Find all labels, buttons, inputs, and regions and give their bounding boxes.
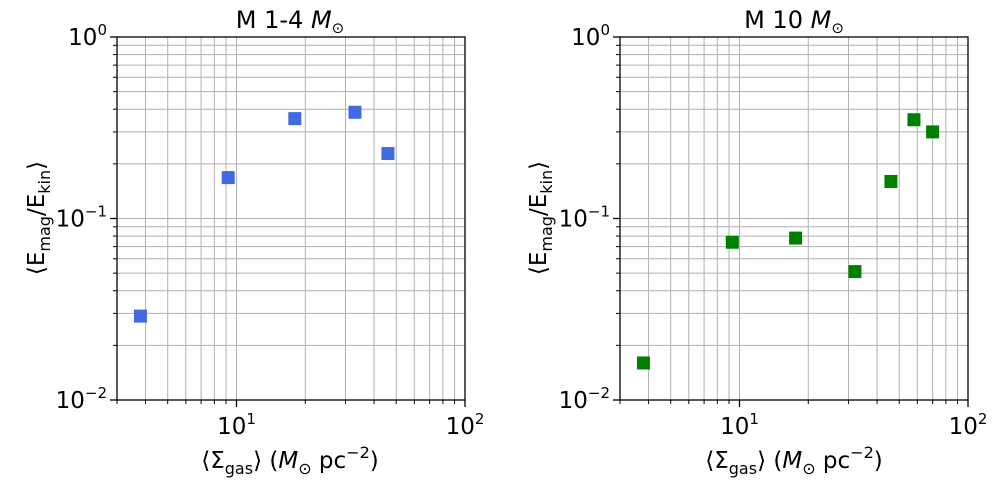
x-tick-label: 101 [720, 410, 759, 440]
y-tick-label: 10−1 [56, 203, 107, 233]
x-tick-label: 102 [949, 410, 988, 440]
y-tick-label: 100 [571, 21, 610, 51]
data-points [133, 105, 395, 323]
data-point [884, 174, 898, 188]
data-point [288, 112, 302, 126]
axis-ticks: 101 102 10−2 10−1 100 [559, 21, 988, 440]
axis-ticks: 101 102 10−2 10−1 100 [56, 21, 485, 440]
data-points [636, 113, 940, 370]
data-point [348, 105, 362, 119]
x-tick-label: 102 [446, 410, 485, 440]
data-point [636, 356, 650, 370]
x-axis-label: ⟨Σgas⟩ (M⊙ pc−2) [705, 443, 882, 478]
data-point [381, 147, 395, 161]
data-point [725, 235, 739, 249]
data-point [221, 171, 235, 185]
chart-panel-left: M 1-4 M⊙ 101 102 10−2 10−1 100 ⟨Σgas⟩ (M⊙ pc… [24, 6, 484, 478]
y-axis-label: ⟨Emag/Ekin⟩ [24, 161, 54, 275]
data-point [848, 265, 862, 279]
data-point [907, 113, 921, 127]
chart-title: M 1-4 M⊙ [236, 6, 344, 37]
chart-panel-right: M 10 M⊙ 101 102 10−2 10−1 100 ⟨Σgas⟩ (M⊙ pc−… [526, 6, 987, 478]
grid [619, 37, 968, 401]
x-tick-label: 101 [217, 410, 256, 440]
y-tick-label: 100 [68, 21, 107, 51]
y-axis-label: ⟨Emag/Ekin⟩ [526, 161, 556, 275]
y-tick-label: 10−2 [56, 384, 107, 414]
chart-title: M 10 M⊙ [744, 6, 844, 37]
grid [116, 37, 465, 401]
y-tick-label: 10−2 [559, 384, 610, 414]
data-point [926, 125, 940, 139]
data-point [789, 231, 803, 245]
y-tick-label: 10−1 [559, 203, 610, 233]
data-point [133, 309, 147, 323]
x-axis-label: ⟨Σgas⟩ (M⊙ pc−2) [201, 443, 378, 478]
